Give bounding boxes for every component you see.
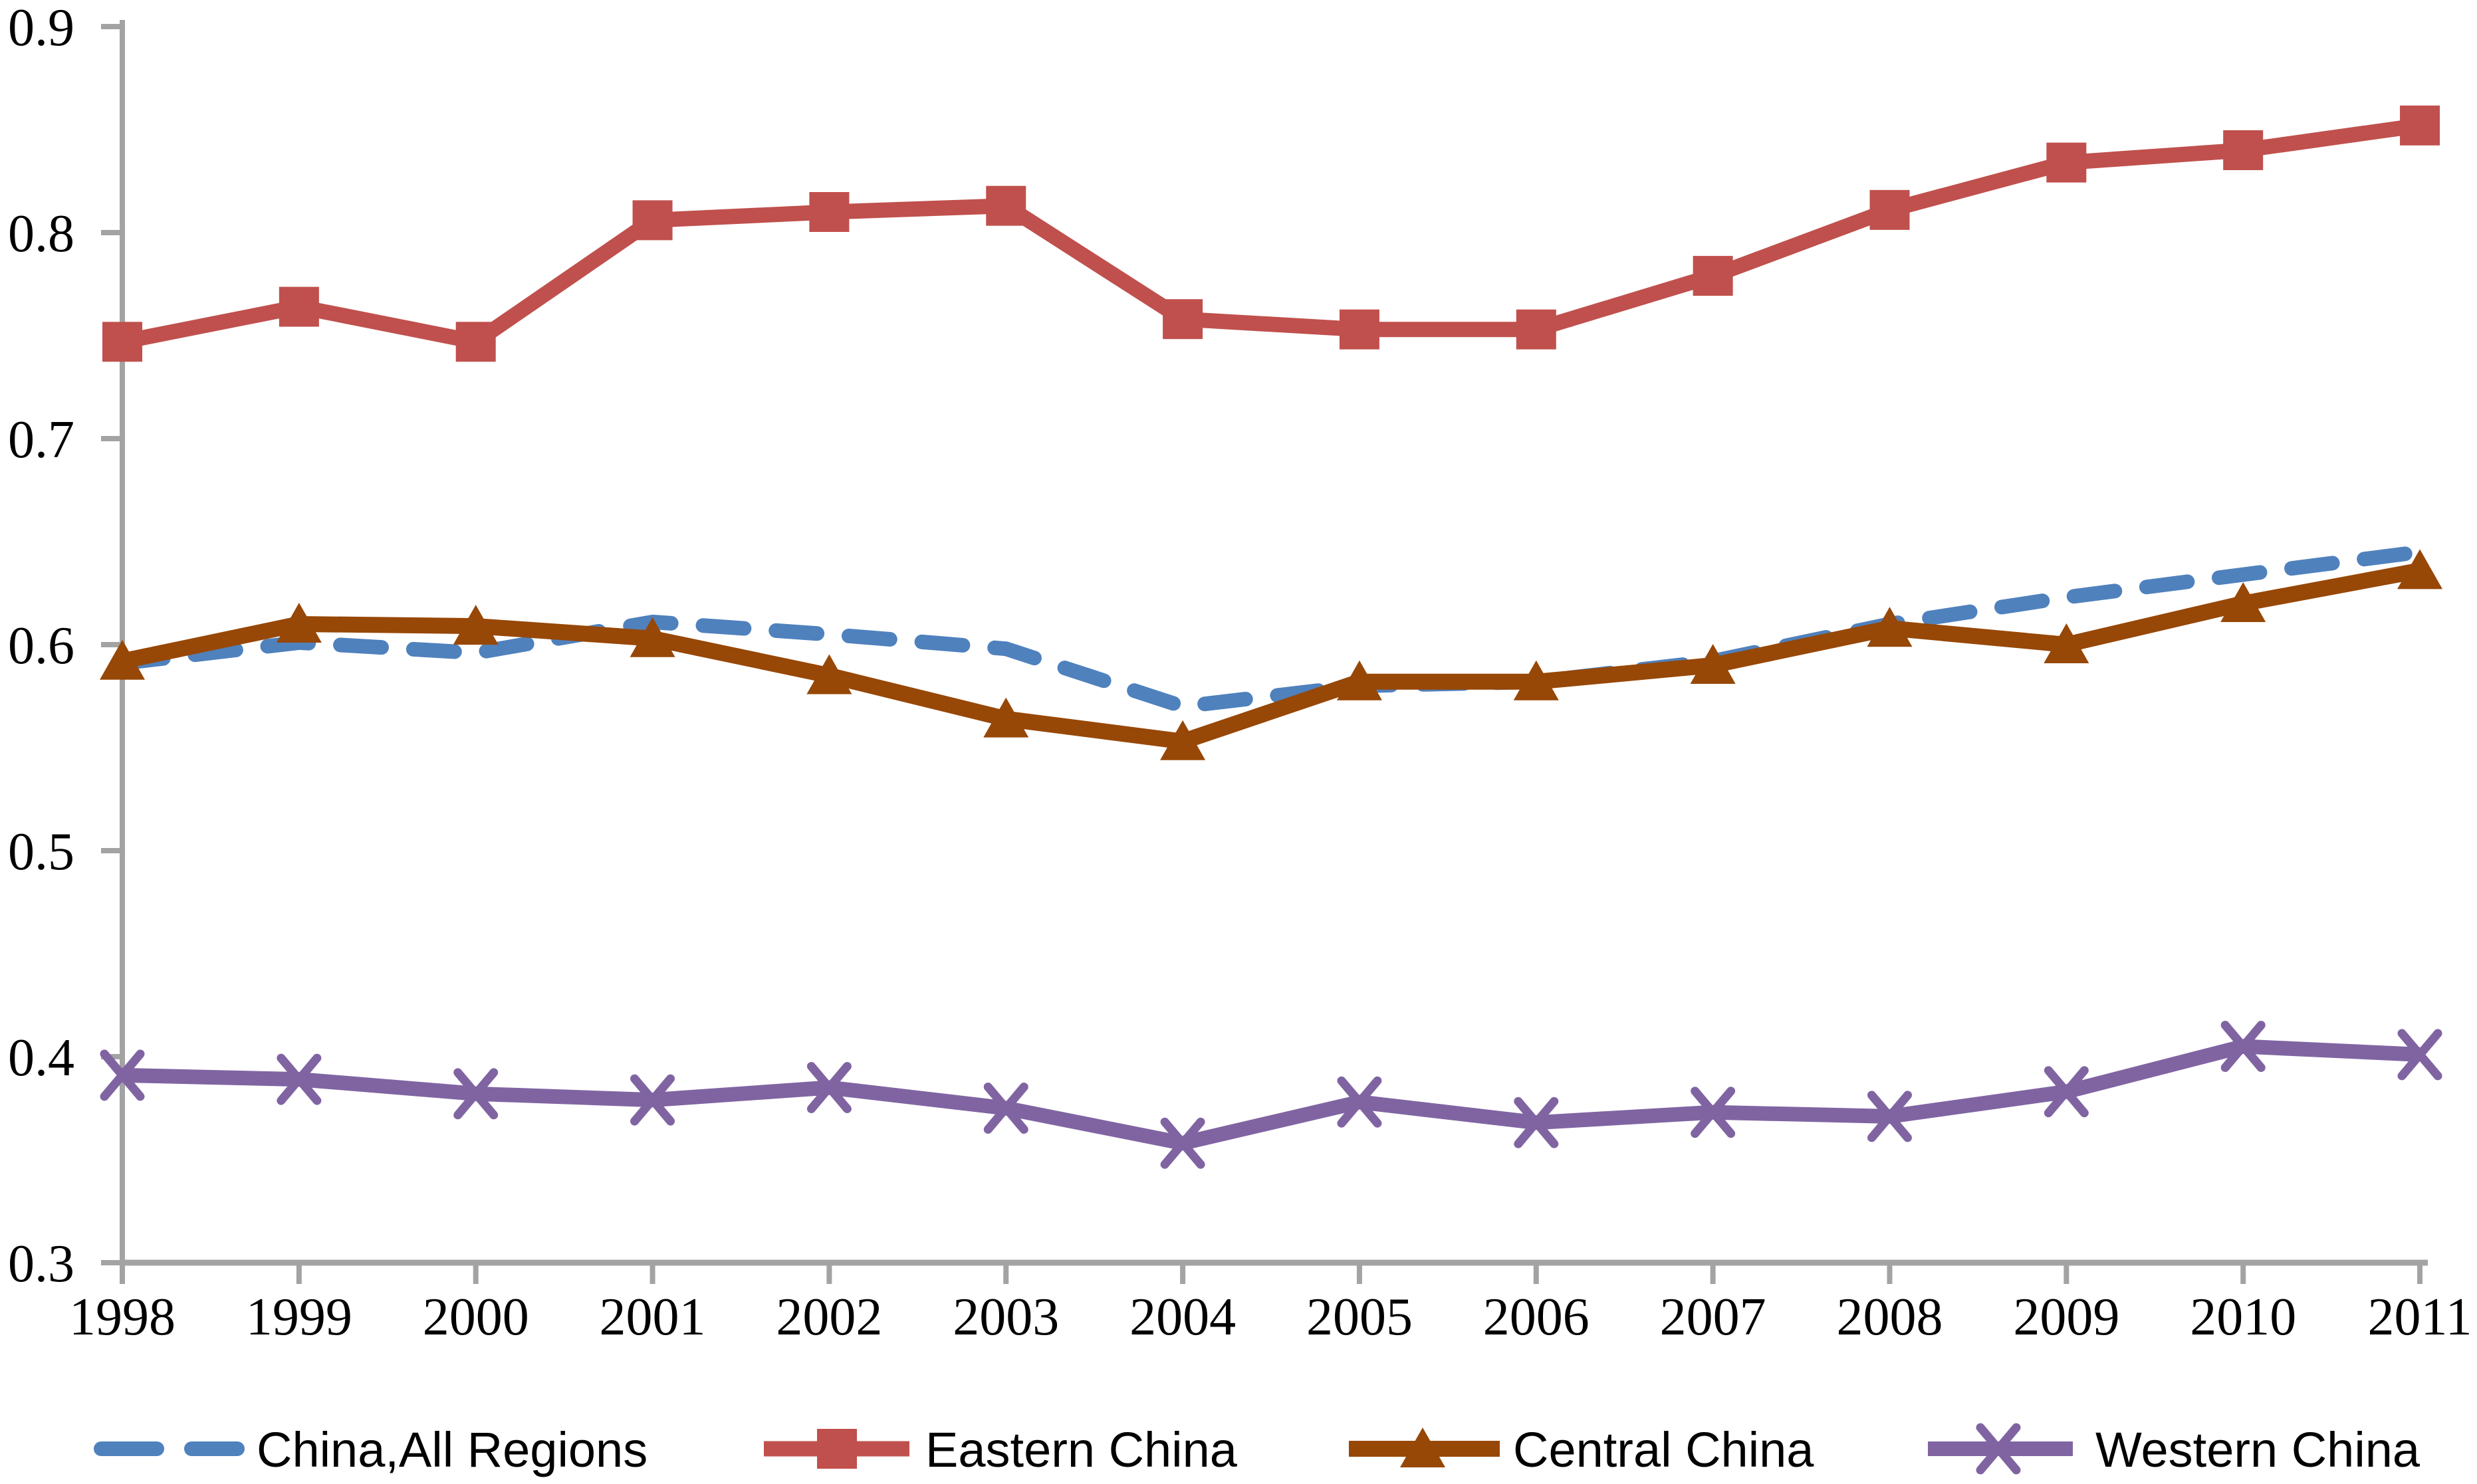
x-tick-label: 1999 — [246, 1288, 352, 1346]
y-tick-label: 0.6 — [8, 617, 74, 675]
y-tick-label: 0.9 — [8, 0, 74, 57]
marker-central-china — [453, 605, 499, 645]
marker-western-china — [2220, 1021, 2266, 1072]
marker-eastern-china — [986, 185, 1026, 226]
x-tick-label: 1998 — [69, 1288, 176, 1346]
y-tick-label: 0.4 — [8, 1029, 74, 1087]
y-tick-label: 0.8 — [8, 205, 74, 263]
legend-label-china-all-regions: China,All Regions — [257, 1422, 648, 1477]
legend-label-eastern-china: Eastern China — [925, 1422, 1238, 1477]
legend-item-central-china: Central China — [1349, 1422, 1814, 1477]
series-line-central-china — [120, 562, 2422, 750]
marker-central-china — [983, 697, 1029, 738]
x-tick-label: 2008 — [1837, 1288, 1943, 1346]
marker-eastern-china — [279, 286, 319, 327]
marker-central-china — [1690, 644, 1736, 684]
x-tick-label: 2001 — [600, 1288, 706, 1346]
legend-marker-central-china — [1400, 1428, 1445, 1467]
legend-marker-eastern-china — [817, 1429, 857, 1469]
legend-label-central-china: Central China — [1513, 1422, 1814, 1477]
marker-eastern-china — [1516, 309, 1556, 350]
marker-western-china — [100, 1049, 145, 1101]
legend-marker-western-china — [1976, 1423, 2021, 1475]
marker-central-china — [100, 639, 145, 680]
marker-western-china — [1160, 1117, 1205, 1169]
y-tick-label: 0.7 — [8, 411, 74, 469]
x-tick-label: 2009 — [2013, 1288, 2119, 1346]
x-tick-label: 2006 — [1483, 1288, 1590, 1346]
legend-item-eastern-china: Eastern China — [764, 1422, 1238, 1477]
marker-central-china — [1513, 660, 1559, 700]
marker-western-china — [983, 1083, 1028, 1134]
series-line-eastern-china — [120, 118, 2421, 350]
marker-central-china — [2044, 623, 2089, 663]
marker-western-china — [2397, 1029, 2442, 1081]
marker-western-china — [277, 1053, 322, 1105]
x-tick-label: 2007 — [1660, 1288, 1766, 1346]
marker-central-china — [1336, 660, 1382, 700]
x-tick-label: 2003 — [953, 1288, 1059, 1346]
marker-eastern-china — [632, 200, 673, 241]
marker-eastern-china — [2046, 142, 2087, 183]
marker-central-china — [1160, 720, 1206, 760]
series-line-china-all-regions — [115, 544, 2428, 714]
marker-central-china — [630, 617, 675, 657]
legend-item-western-china: Western China — [1928, 1422, 2420, 1477]
marker-eastern-china — [1693, 256, 1733, 296]
marker-eastern-china — [2400, 105, 2440, 146]
marker-western-china — [453, 1068, 499, 1120]
marker-western-china — [806, 1062, 852, 1113]
series-line-western-china — [122, 1039, 2420, 1151]
marker-eastern-china — [809, 192, 850, 232]
y-tick-label: 0.5 — [8, 823, 74, 881]
marker-central-china — [276, 603, 322, 643]
marker-western-china — [630, 1074, 675, 1126]
marker-central-china — [2397, 549, 2443, 589]
x-tick-label: 2005 — [1306, 1288, 1413, 1346]
legend: China,All Regions Eastern China Central Ch… — [94, 1422, 2420, 1477]
marker-eastern-china — [102, 322, 142, 362]
marker-western-china — [1691, 1087, 1736, 1138]
y-tick-label: 0.3 — [8, 1235, 74, 1293]
series-eastern-china — [102, 105, 2440, 362]
x-tick-label: 2002 — [776, 1288, 882, 1346]
legend-label-western-china: Western China — [2095, 1422, 2420, 1477]
x-tick-label: 2011 — [2368, 1288, 2472, 1346]
axes: 0.3 0.4 0.5 0.6 0.7 0.8 0.9 1998 1999 2000 2001 200… — [8, 0, 2472, 1346]
marker-western-china — [2044, 1066, 2089, 1118]
marker-central-china — [1867, 607, 1913, 647]
series-western-china — [100, 1021, 2442, 1169]
series-central-china — [100, 549, 2443, 760]
legend-item-china-all-regions: China,All Regions — [94, 1422, 648, 1477]
marker-eastern-china — [455, 322, 496, 362]
x-tick-label: 2010 — [2190, 1288, 2296, 1346]
marker-central-china — [806, 654, 852, 694]
marker-central-china — [2220, 582, 2266, 622]
x-tick-label: 2000 — [423, 1288, 529, 1346]
marker-western-china — [1337, 1076, 1382, 1128]
marker-eastern-china — [1163, 299, 1203, 340]
marker-eastern-china — [2223, 130, 2264, 170]
marker-eastern-china — [1339, 309, 1379, 350]
marker-western-china — [1514, 1097, 1559, 1148]
marker-eastern-china — [1869, 189, 1910, 230]
series-china-all-regions — [115, 544, 2428, 714]
x-tick-label: 2004 — [1129, 1288, 1236, 1346]
marker-western-china — [1867, 1091, 1912, 1142]
